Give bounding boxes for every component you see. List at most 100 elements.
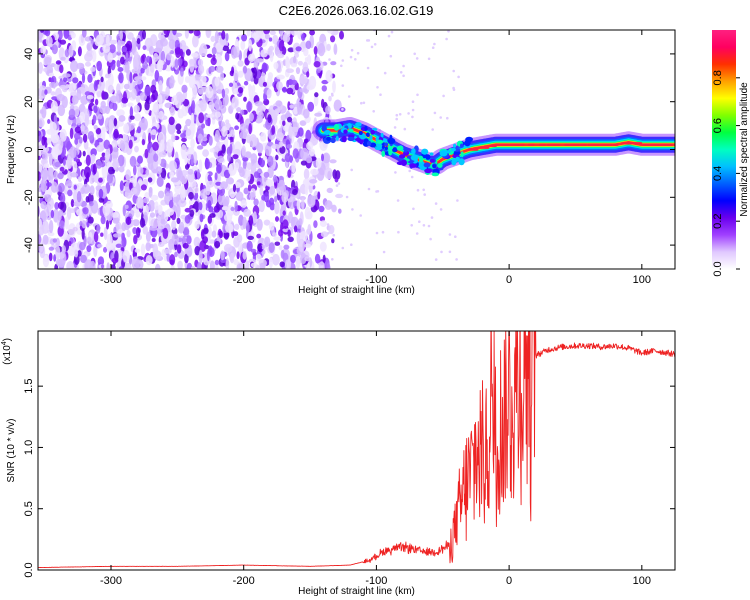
noise-blob	[91, 49, 97, 63]
noise-blob	[291, 79, 298, 85]
noise-blob	[327, 30, 334, 34]
noise-blob	[300, 160, 307, 166]
ridge-blob	[451, 159, 457, 166]
noise-blob	[205, 185, 211, 196]
noise-blob	[235, 191, 244, 201]
noise-dot	[408, 169, 412, 173]
noise-blob	[186, 235, 192, 245]
noise-dot	[415, 57, 419, 60]
noise-blob	[82, 133, 88, 143]
noise-blob	[225, 177, 235, 185]
noise-blob	[129, 155, 137, 167]
noise-dot	[375, 231, 379, 235]
y-tick-label: 0.5	[23, 501, 35, 516]
snr-line	[38, 331, 675, 569]
noise-blob	[299, 196, 306, 201]
noise-dot	[448, 233, 452, 236]
ridge-blob	[388, 149, 393, 156]
noise-blob	[184, 214, 191, 224]
noise-dot	[340, 64, 343, 68]
noise-blob	[297, 101, 303, 115]
noise-blob	[246, 30, 251, 37]
noise-dot	[327, 232, 330, 235]
noise-blob	[108, 166, 115, 175]
ridge-blob	[359, 139, 364, 145]
noise-blob	[278, 229, 284, 237]
noise-blob	[170, 264, 175, 269]
noise-blob	[106, 233, 113, 246]
noise-dot	[326, 207, 329, 210]
noise-blob	[253, 30, 262, 41]
noise-blob	[249, 112, 254, 122]
noise-blob	[50, 122, 57, 132]
noise-blob	[158, 151, 167, 158]
noise-blob	[176, 165, 182, 180]
noise-dot	[411, 100, 415, 103]
x-tick-label: 0	[506, 575, 512, 587]
noise-dot	[454, 235, 457, 238]
noise-blob	[129, 177, 135, 183]
ridge-blob	[387, 137, 396, 145]
noise-blob	[303, 138, 309, 144]
noise-blob	[123, 262, 132, 269]
noise-blob	[140, 55, 145, 64]
noise-blob	[38, 155, 41, 160]
noise-blob	[61, 245, 66, 255]
noise-blob	[76, 62, 85, 70]
noise-dot	[418, 220, 421, 223]
noise-blob	[221, 125, 228, 137]
noise-blob	[267, 114, 272, 124]
noise-blob	[250, 153, 258, 164]
noise-blob	[259, 158, 266, 168]
noise-blob	[206, 113, 215, 118]
noise-blob	[308, 148, 315, 157]
noise-blob	[98, 177, 103, 183]
noise-blob	[307, 101, 315, 112]
noise-blob	[135, 210, 141, 218]
noise-blob	[214, 111, 221, 118]
noise-blob	[266, 88, 272, 99]
x-tick-label: -200	[233, 274, 255, 286]
noise-blob	[268, 257, 273, 269]
noise-blob	[263, 191, 270, 203]
ridge-blob	[437, 163, 443, 168]
ridge-blob	[354, 137, 362, 142]
noise-dot	[332, 233, 336, 237]
noise-blob	[109, 39, 118, 45]
noise-blob	[295, 67, 301, 75]
noise-blob	[44, 89, 48, 95]
noise-dot	[445, 37, 448, 41]
noise-blob	[202, 149, 210, 157]
noise-blob	[287, 169, 292, 178]
noise-blob	[131, 88, 137, 100]
noise-blob	[325, 105, 331, 115]
noise-dot	[356, 51, 360, 55]
noise-blob	[152, 141, 159, 151]
noise-blob	[79, 220, 83, 227]
noise-blob	[159, 139, 165, 154]
noise-blob	[148, 186, 153, 193]
noise-blob	[193, 151, 198, 164]
ridge-blob	[419, 155, 424, 163]
noise-blob	[69, 105, 75, 110]
noise-blob	[156, 215, 161, 226]
colorbar: 0.0 0.2 0.4 0.6 0.8 Normalized spectral ampl…	[712, 30, 750, 277]
noise-blob	[80, 254, 87, 264]
noise-blob	[172, 30, 177, 36]
noise-blob	[106, 262, 110, 269]
noise-blob	[215, 181, 222, 186]
noise-blob	[286, 87, 294, 95]
noise-dot	[431, 128, 435, 131]
noise-blob	[319, 241, 327, 252]
noise-blob	[132, 227, 138, 235]
noise-blob	[142, 30, 146, 40]
noise-blob	[328, 95, 332, 102]
noise-blob	[241, 34, 248, 42]
noise-blob	[210, 57, 217, 66]
noise-blob	[127, 91, 133, 98]
noise-blob	[69, 172, 79, 178]
noise-blob	[154, 201, 159, 211]
noise-blob	[275, 154, 279, 161]
noise-blob	[124, 61, 130, 74]
noise-blob	[322, 152, 331, 164]
